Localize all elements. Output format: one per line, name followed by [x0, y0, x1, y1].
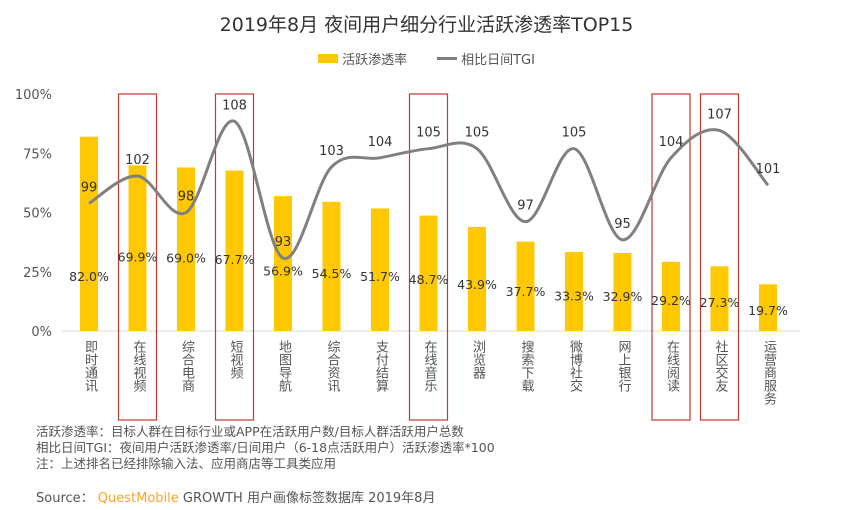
bar — [128, 165, 147, 331]
tgi-label: 97 — [517, 199, 534, 214]
bar — [225, 170, 244, 331]
bar — [613, 253, 632, 331]
tgi-label: 107 — [707, 107, 732, 122]
bar-label: 48.7% — [409, 272, 449, 287]
bar-label: 19.7% — [748, 303, 788, 318]
y-tick-label: 100% — [15, 88, 52, 103]
bar — [710, 266, 729, 331]
tgi-label: 93 — [275, 235, 292, 250]
tgi-label: 105 — [562, 126, 587, 141]
bar-label: 54.5% — [312, 266, 352, 281]
note-2: 相比日间TGI：夜间用户活跃渗透率/日间用户（6-18点活跃用户）活跃渗透率*1… — [36, 440, 495, 455]
category-label: 综合资讯 — [324, 340, 340, 392]
legend: 活跃渗透率 相比日间TGI — [0, 49, 853, 68]
bar — [759, 284, 777, 331]
tgi-label: 99 — [81, 180, 98, 195]
bar — [80, 136, 98, 331]
highlight-box — [214, 93, 255, 421]
highlight-box — [699, 93, 740, 421]
y-tick-label: 50% — [23, 207, 52, 222]
tgi-label: 104 — [659, 135, 684, 150]
bar — [468, 226, 486, 331]
category-label: 综合电商 — [179, 340, 194, 392]
tgi-label: 105 — [416, 126, 441, 141]
highlight-box — [117, 93, 158, 421]
bar-label: 82.0% — [69, 269, 109, 284]
tgi-label: 108 — [222, 98, 247, 113]
bar — [662, 261, 680, 331]
bar-label: 69.0% — [166, 250, 206, 265]
legend-swatch-bar — [318, 54, 339, 63]
bar-label: 27.3% — [700, 295, 740, 310]
bar — [274, 196, 292, 331]
bar-label: 43.9% — [457, 277, 497, 292]
category-label: 运营商服务 — [761, 340, 776, 405]
tgi-label: 103 — [319, 144, 344, 159]
source-label: Source： — [36, 491, 94, 506]
note-3: 注：上述排名已经排除输入法、应用商店等工具类应用 — [36, 456, 337, 471]
bar — [371, 208, 389, 331]
highlighted-category-label: 在线音乐 — [421, 340, 437, 392]
tgi-line — [88, 119, 770, 260]
highlighted-category-label: 在线阅读 — [664, 340, 679, 392]
category-label: 支付结算 — [373, 340, 388, 392]
highlighted-category-label: 短视频 — [227, 340, 243, 379]
source-brand: QuestMobile — [97, 491, 179, 506]
tgi-label: 105 — [465, 126, 490, 141]
category-label: 地图导航 — [276, 340, 291, 392]
bar-label: 32.9% — [603, 289, 643, 304]
bar — [419, 215, 438, 331]
highlight-box — [408, 93, 449, 421]
highlighted-category-label: 在线视频 — [130, 340, 146, 392]
note-1: 活跃渗透率：目标人群在目标行业或APP在活跃用户数/目标人群活跃用户总数 — [36, 424, 464, 439]
category-label: 即时通讯 — [82, 340, 97, 392]
tgi-label: 101 — [756, 162, 781, 177]
bar-label: 29.2% — [651, 293, 691, 308]
bar — [565, 252, 583, 331]
bar-label: 33.3% — [554, 288, 594, 303]
chart-title: 2019年8月 夜间用户细分行业活跃渗透率TOP15 — [219, 14, 634, 36]
tgi-label: 95 — [614, 217, 631, 232]
bar-label: 51.7% — [360, 269, 400, 284]
category-label: 浏览器 — [470, 340, 485, 379]
legend-label-line: 相比日间TGI — [461, 53, 535, 68]
category-label: 搜索下载 — [518, 340, 534, 392]
bar-label: 56.9% — [263, 263, 303, 278]
category-label: 网上银行 — [615, 340, 631, 392]
bar — [516, 241, 535, 331]
bar-label: 67.7% — [215, 252, 255, 267]
source: Source： QuestMobile GROWTH 用户画像标签数据库 201… — [36, 487, 435, 506]
tgi-label: 98 — [178, 190, 195, 205]
notes: 活跃渗透率：目标人群在目标行业或APP在活跃用户数/目标人群活跃用户总数 相比日… — [36, 424, 495, 472]
bar-label: 37.7% — [506, 284, 546, 299]
tgi-label: 104 — [368, 135, 393, 150]
bar-label: 69.9% — [118, 249, 158, 264]
y-tick-label: 75% — [23, 147, 52, 162]
tgi-label: 102 — [125, 153, 150, 168]
y-tick-label: 0% — [31, 325, 52, 340]
y-tick-label: 25% — [23, 266, 52, 281]
legend-swatch-line — [437, 57, 458, 60]
source-text: GROWTH 用户画像标签数据库 2019年8月 — [182, 491, 436, 506]
legend-label-bar: 活跃渗透率 — [342, 53, 408, 68]
highlighted-category-label: 社区交友 — [712, 340, 728, 392]
bar — [322, 201, 341, 331]
category-label: 微博社交 — [567, 340, 582, 392]
highlight-box — [651, 93, 691, 421]
